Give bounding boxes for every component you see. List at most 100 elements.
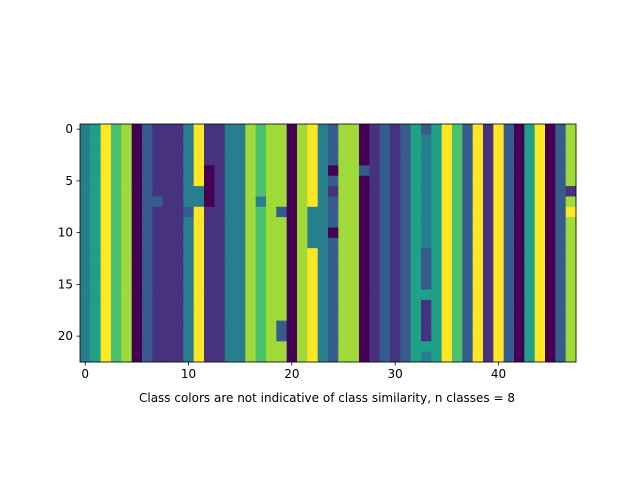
heatmap-cell (462, 351, 474, 363)
heatmap-cell (276, 341, 288, 353)
heatmap-cell (204, 134, 215, 146)
heatmap-cell (390, 330, 401, 342)
heatmap-cell (193, 299, 205, 311)
heatmap-cell (555, 248, 567, 259)
heatmap-cell (100, 237, 112, 249)
heatmap-cell (255, 341, 267, 353)
heatmap-cell (193, 227, 205, 239)
heatmap-cell (183, 196, 195, 208)
heatmap-cell (483, 165, 494, 177)
heatmap-cell (565, 134, 577, 146)
heatmap-cell (111, 310, 122, 321)
heatmap-cell (131, 289, 143, 301)
heatmap-cell (317, 155, 329, 166)
heatmap-cell (359, 237, 370, 249)
heatmap-cell (359, 165, 370, 177)
heatmap-cell (369, 330, 381, 342)
heatmap-cell (524, 237, 536, 249)
heatmap-cell (152, 237, 164, 249)
heatmap-cell (235, 299, 246, 311)
heatmap-cell (534, 144, 546, 156)
heatmap-cell (276, 155, 288, 166)
heatmap-cell (328, 217, 339, 228)
heatmap-cell (90, 237, 102, 249)
heatmap-cell (193, 206, 205, 218)
heatmap-cell (369, 206, 381, 218)
heatmap-cell (348, 258, 360, 270)
heatmap-cell (390, 144, 401, 156)
heatmap-cell (121, 299, 133, 311)
heatmap-cell (441, 330, 453, 342)
heatmap-cell (255, 186, 267, 197)
heatmap-cell (369, 299, 381, 311)
heatmap-cell (452, 330, 463, 342)
heatmap-cell (266, 206, 277, 218)
heatmap-cell (348, 341, 360, 353)
heatmap-cell (317, 144, 329, 156)
heatmap-cell (142, 351, 153, 363)
heatmap-cell (534, 186, 546, 197)
heatmap-cell (255, 268, 267, 280)
heatmap-cell (452, 165, 463, 177)
heatmap-cell (431, 279, 443, 290)
heatmap-cell (545, 310, 556, 321)
heatmap-cell (462, 310, 474, 321)
heatmap-cell (245, 144, 257, 156)
heatmap-cell (565, 124, 577, 135)
heatmap-cell (193, 248, 205, 259)
heatmap-cell (410, 310, 422, 321)
heatmap-cell (307, 124, 319, 135)
heatmap-cell (359, 258, 370, 270)
heatmap-cell (266, 165, 277, 177)
heatmap-cell (503, 206, 515, 218)
heatmap-cell (317, 206, 329, 218)
heatmap-cell (297, 186, 308, 197)
heatmap-cell (131, 227, 143, 239)
heatmap-cell (452, 227, 463, 239)
heatmap-cell (534, 206, 546, 218)
heatmap-cell (255, 237, 267, 249)
heatmap-cell (410, 206, 422, 218)
heatmap-cell (421, 144, 432, 156)
heatmap-cell (514, 279, 525, 290)
heatmap-cell (276, 165, 288, 177)
heatmap-cell (214, 248, 226, 259)
heatmap-cell (297, 258, 308, 270)
heatmap-cell (452, 320, 463, 332)
heatmap-cell (472, 248, 484, 259)
heatmap-cell (514, 227, 525, 239)
heatmap-cells (80, 124, 577, 363)
heatmap-cell (204, 268, 215, 280)
heatmap-cell (286, 310, 298, 321)
heatmap-cell (348, 186, 360, 197)
heatmap-cell (441, 248, 453, 259)
heatmap-cell (142, 196, 153, 208)
heatmap-cell (183, 237, 195, 249)
heatmap-cell (328, 341, 339, 353)
heatmap-cell (276, 134, 288, 146)
heatmap-cell (421, 175, 432, 187)
heatmap-cell (493, 196, 505, 208)
heatmap-cell (555, 351, 567, 363)
heatmap-cell (555, 330, 567, 342)
heatmap-cell (441, 258, 453, 270)
heatmap-cell (545, 134, 556, 146)
heatmap-cell (328, 144, 339, 156)
heatmap-cell (307, 268, 319, 280)
heatmap-cell (503, 341, 515, 353)
heatmap-cell (204, 248, 215, 259)
heatmap-cell (503, 320, 515, 332)
heatmap-cell (214, 175, 226, 187)
heatmap-cell (462, 320, 474, 332)
heatmap-cell (369, 155, 381, 166)
heatmap-cell (390, 341, 401, 353)
heatmap-cell (452, 155, 463, 166)
heatmap-cell (462, 206, 474, 218)
heatmap-cell (421, 320, 432, 332)
heatmap-cell (410, 134, 422, 146)
heatmap-cell (152, 248, 164, 259)
heatmap-cell (307, 237, 319, 249)
heatmap-cell (317, 175, 329, 187)
heatmap-cell (224, 206, 236, 218)
heatmap-cell (348, 124, 360, 135)
